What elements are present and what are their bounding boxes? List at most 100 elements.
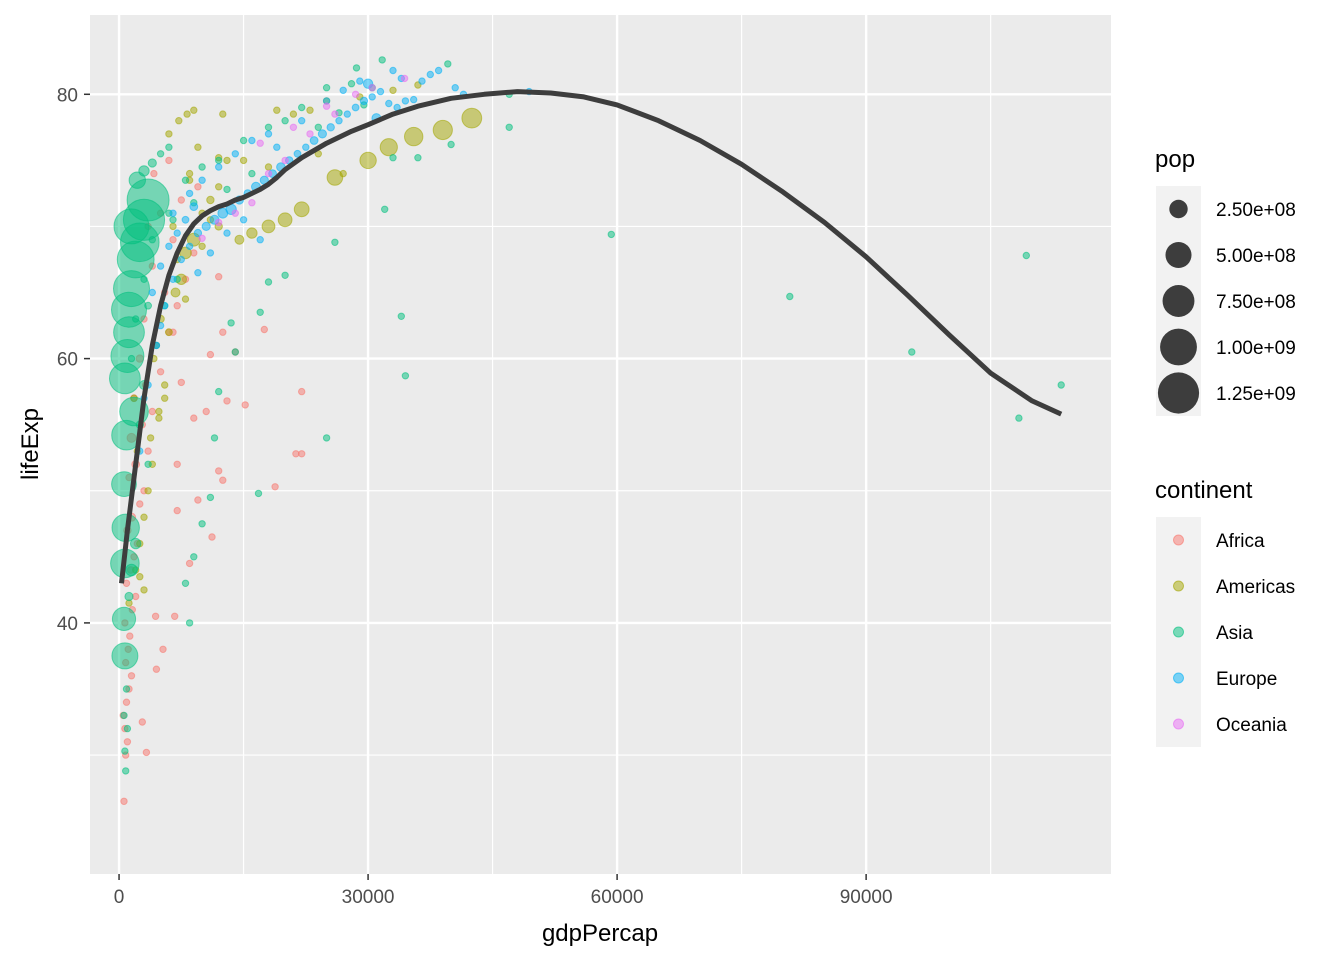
point-oceania [264, 169, 273, 178]
legend-continent-label: Europe [1216, 669, 1277, 690]
point-americas [432, 119, 453, 141]
point-asia [223, 185, 231, 194]
point-americas [146, 434, 155, 442]
point-asia [130, 537, 142, 550]
x-tick-label: 90000 [840, 887, 893, 908]
point-americas [339, 169, 347, 178]
point-asia [132, 315, 140, 323]
point-asia [447, 140, 455, 149]
y-tick-label: 80 [57, 85, 78, 106]
point-americas [181, 295, 190, 303]
legend-continent-key [1173, 718, 1184, 730]
point-asia [414, 154, 422, 162]
point-asia [181, 579, 190, 587]
point-americas [165, 328, 173, 337]
point-africa [260, 325, 268, 334]
point-europe [177, 255, 186, 264]
legend-size-label: 7.50e+08 [1216, 292, 1296, 313]
point-africa [185, 559, 194, 568]
point-europe [215, 163, 223, 171]
point-americas [277, 212, 293, 228]
point-asia [381, 205, 389, 214]
point-europe [309, 136, 319, 145]
legend-size-label: 5.00e+08 [1216, 246, 1296, 267]
point-oceania [289, 123, 298, 132]
point-americas [161, 394, 169, 402]
point-europe [264, 130, 273, 138]
point-asia [144, 460, 152, 468]
point-americas [246, 227, 258, 239]
point-africa [159, 645, 167, 653]
point-europe [302, 143, 310, 151]
point-americas [326, 169, 344, 186]
legend-size-label: 1.25e+09 [1216, 384, 1296, 405]
point-europe [418, 77, 426, 85]
point-africa [202, 407, 210, 416]
point-americas [219, 110, 227, 118]
point-asia [198, 163, 206, 171]
point-oceania [351, 90, 360, 99]
point-africa [177, 196, 186, 204]
point-africa [215, 273, 223, 281]
point-europe [198, 176, 206, 184]
point-asia [227, 319, 235, 327]
point-asia [401, 372, 410, 380]
legend-size-key [1165, 241, 1192, 269]
point-africa [148, 407, 157, 416]
point-africa [127, 672, 136, 680]
point-asia [140, 275, 148, 283]
x-tick-label: 0 [114, 887, 125, 908]
point-africa [142, 748, 151, 757]
point-oceania [198, 234, 206, 243]
point-africa [219, 476, 227, 484]
legend-size-key [1162, 285, 1195, 317]
point-americas [190, 106, 198, 114]
point-africa [271, 483, 279, 491]
point-europe [173, 229, 181, 237]
point-europe [201, 221, 211, 231]
point-europe [231, 150, 240, 158]
point-asia [144, 301, 153, 310]
x-axis-title: gdpPercap [542, 920, 658, 947]
point-oceania [368, 84, 376, 92]
point-asia [169, 216, 177, 224]
point-africa [173, 506, 181, 515]
point-europe [368, 93, 376, 101]
point-africa [126, 632, 134, 640]
point-europe [335, 117, 343, 125]
point-africa [169, 236, 177, 244]
point-europe [356, 77, 364, 85]
point-asia [1057, 381, 1065, 389]
point-europe [193, 228, 203, 238]
point-europe [410, 95, 418, 104]
point-africa [156, 368, 165, 376]
point-americas [161, 381, 169, 389]
point-europe [317, 129, 327, 139]
point-europe [351, 103, 360, 112]
x-tick-label: 60000 [591, 887, 644, 908]
point-asia [239, 136, 248, 145]
point-oceania [306, 130, 314, 138]
point-asia [264, 278, 273, 286]
legend-continent-key [1173, 534, 1184, 546]
legend-size-key [1157, 372, 1200, 414]
point-asia [397, 312, 405, 320]
point-asia [281, 271, 289, 279]
point-africa [206, 350, 215, 359]
point-europe [426, 70, 434, 79]
plot-panel [90, 15, 1111, 874]
point-asia [148, 236, 157, 244]
point-asia [124, 591, 134, 602]
point-africa [151, 612, 160, 620]
axes: 0 30000 60000 90000 40 60 80 [57, 85, 893, 908]
point-europe [181, 215, 190, 224]
point-asia [113, 316, 145, 349]
point-asia [248, 169, 256, 178]
point-africa [190, 414, 198, 422]
point-asia [111, 642, 139, 670]
x-tick-label: 30000 [342, 887, 395, 908]
point-asia [298, 103, 306, 112]
point-americas [239, 156, 248, 165]
legend-continent-key [1173, 672, 1184, 684]
